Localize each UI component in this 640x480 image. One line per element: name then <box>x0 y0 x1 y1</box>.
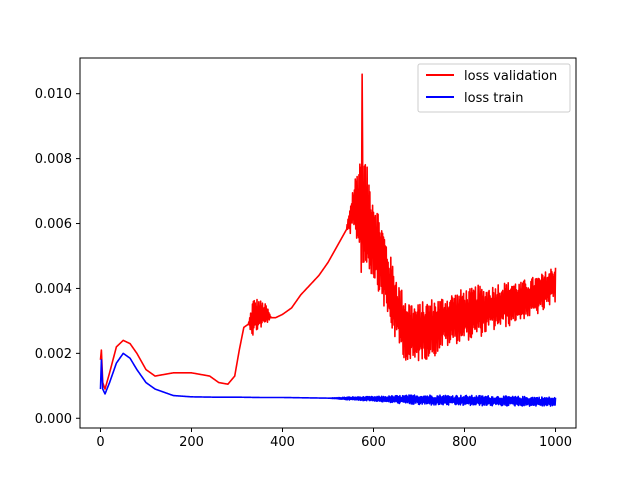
x-tick-label: 800 <box>452 435 477 450</box>
legend-label-loss-validation: loss validation <box>464 69 557 84</box>
y-tick-label: 0.008 <box>35 152 72 167</box>
axes-frame <box>79 57 577 429</box>
y-tick-label: 0.002 <box>35 347 72 362</box>
series-layer <box>99 73 557 407</box>
series-line-loss-train <box>99 352 557 407</box>
x-tick-label: 400 <box>270 435 295 450</box>
axes-layer: 0 200 400 600 800 1000 0.000 0.002 0.004 0.006 0.0… <box>35 57 577 450</box>
legend-box <box>417 63 571 113</box>
x-tick-label: 600 <box>361 435 386 450</box>
y-tick-label: 0.000 <box>35 412 72 427</box>
x-tick-label: 0 <box>96 435 104 450</box>
x-tick-label: 1000 <box>539 435 572 450</box>
y-tick-label: 0.010 <box>35 87 72 102</box>
x-tick-label: 200 <box>179 435 204 450</box>
y-tick-label: 0.004 <box>35 282 72 297</box>
series-line-loss-validation <box>99 73 557 390</box>
legend: loss validation loss train <box>417 63 571 113</box>
legend-label-loss-train: loss train <box>464 91 524 106</box>
y-tick-label: 0.006 <box>35 217 72 232</box>
